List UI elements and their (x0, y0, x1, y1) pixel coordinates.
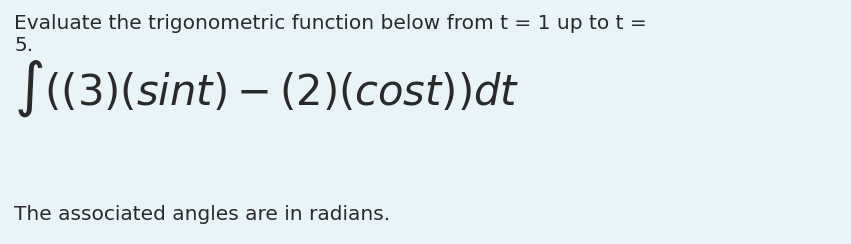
Text: 5.: 5. (14, 36, 33, 55)
Text: $\int((3)(\mathit{sint}) - (2)(\mathit{cost}))\mathit{dt}$: $\int((3)(\mathit{sint}) - (2)(\mathit{c… (14, 58, 519, 119)
Text: The associated angles are in radians.: The associated angles are in radians. (14, 205, 390, 224)
Text: Evaluate the trigonometric function below from t = 1 up to t =: Evaluate the trigonometric function belo… (14, 14, 647, 33)
